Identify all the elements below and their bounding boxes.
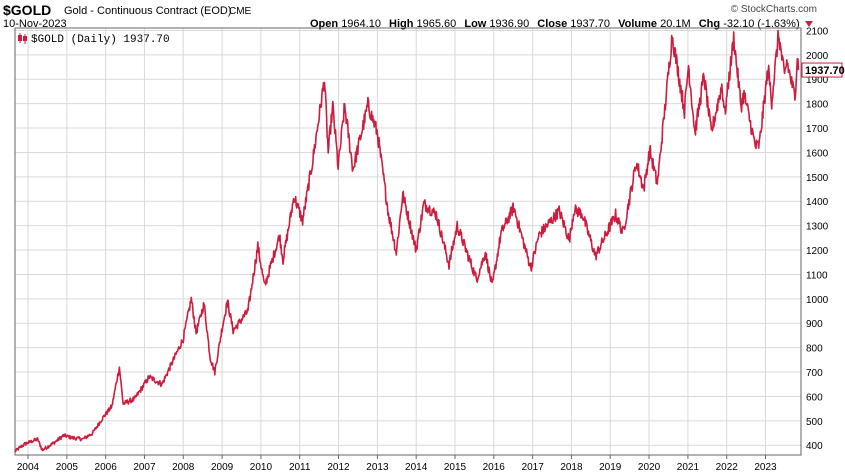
open-value: 1964.10 [341, 18, 381, 30]
price-stats: Open 1964.10 High 1965.60 Low 1936.90 Cl… [310, 18, 813, 30]
x-tick-label: 2019 [599, 462, 622, 473]
x-tick-label: 2014 [405, 462, 428, 473]
x-axis-ticks: 2004 2005 2006 2007 2008 2009 2010 2011 2012 2013… [17, 455, 777, 473]
y-tick-label: 600 [806, 392, 823, 403]
close-label: Close [537, 18, 568, 30]
x-tick-label: 2009 [211, 462, 234, 473]
chart-frame [14, 27, 802, 456]
x-tick-label: 2018 [560, 462, 583, 473]
chart-title: Gold - Continuous Contract (EOD) [64, 5, 232, 17]
down-arrow-icon [804, 21, 813, 28]
y-tick-label: 1600 [806, 148, 829, 159]
chg-value: -32.10 (-1.63%) [723, 18, 800, 30]
gold-price-line [14, 29, 800, 453]
x-tick-label: 2013 [366, 462, 389, 473]
low-label: Low [464, 18, 487, 30]
watermark: © StockCharts.com [730, 4, 817, 15]
volume-value: 20.1M [660, 18, 691, 30]
x-tick-label: 2023 [754, 462, 777, 473]
candle-legend-icon [18, 33, 27, 44]
y-axis-ticks: 400 500 600 700 800 900 1000 1100 1200 1300 1400 15… [806, 26, 829, 452]
x-tick-label: 2008 [172, 462, 195, 473]
y-tick-label: 2000 [806, 51, 829, 62]
y-tick-label: 1900 [806, 75, 829, 86]
x-tick-label: 2017 [522, 462, 545, 473]
exchange-label: CME [229, 6, 252, 17]
x-tick-label: 2007 [133, 462, 156, 473]
legend-label: $GOLD (Daily) 1937.70 [31, 34, 170, 46]
volume-label: Volume [618, 18, 658, 30]
y-tick-label: 1800 [806, 100, 829, 111]
x-tick-label: 2006 [95, 462, 118, 473]
ticker-symbol: $GOLD [3, 2, 52, 18]
open-label: Open [310, 18, 339, 30]
x-tick-label: 2010 [250, 462, 273, 473]
y-tick-label: 1500 [806, 173, 829, 184]
y-tick-label: 1400 [806, 197, 829, 208]
y-tick-label: 900 [806, 319, 823, 330]
x-tick-label: 2020 [638, 462, 661, 473]
x-tick-label: 2016 [483, 462, 506, 473]
x-tick-label: 2015 [444, 462, 467, 473]
y-tick-label: 700 [806, 368, 823, 379]
y-tick-label: 2100 [806, 26, 829, 37]
y-tick-label: 1700 [806, 124, 829, 135]
x-tick-label: 2021 [677, 462, 700, 473]
chart-grid [15, 28, 801, 455]
y-tick-label: 800 [806, 344, 823, 355]
chg-label: Chg [698, 18, 721, 30]
y-tick-label: 1200 [806, 246, 829, 257]
x-tick-label: 2005 [56, 462, 79, 473]
x-tick-label: 2011 [289, 462, 311, 473]
low-value: 1936.90 [489, 18, 530, 30]
date-label: 10-Nov-2023 [3, 18, 67, 30]
y-tick-label: 1100 [806, 270, 828, 281]
x-tick-label: 2012 [327, 462, 350, 473]
last-price-marker: 1937.70 [801, 62, 845, 78]
x-tick-label: 2022 [716, 462, 739, 473]
y-tick-label: 1000 [806, 295, 829, 306]
y-tick-label: 1300 [806, 222, 829, 233]
last-price-label: 1937.70 [805, 65, 845, 77]
y-tick-label: 500 [806, 417, 823, 428]
x-tick-label: 2004 [17, 462, 40, 473]
close-value: 1937.70 [570, 18, 611, 30]
y-tick-label: 400 [806, 441, 823, 452]
series-legend: $GOLD (Daily) 1937.70 [18, 33, 170, 46]
price-series [14, 29, 800, 453]
high-label: High [389, 18, 414, 30]
high-value: 1965.60 [416, 18, 457, 30]
